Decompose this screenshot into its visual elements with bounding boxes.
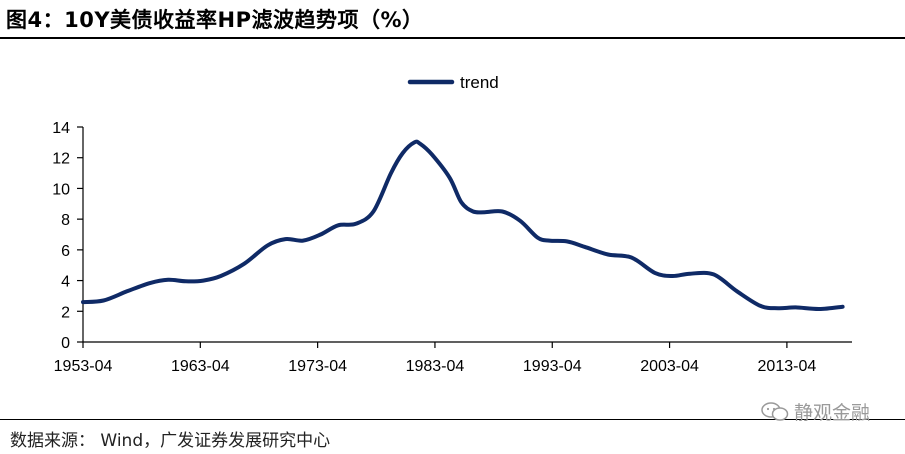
plot-area bbox=[81, 139, 845, 312]
series-line-trend bbox=[81, 139, 845, 312]
x-tick-label: 1983-04 bbox=[406, 358, 465, 375]
x-axis: 1953-04 1963-04 1973-04 1983-04 1993-04 2003-… bbox=[54, 341, 852, 375]
chart-title: 图4：10Y美债收益率HP滤波趋势项（%） bbox=[6, 8, 424, 32]
y-tick-label: 6 bbox=[61, 243, 70, 260]
y-tick-label: 10 bbox=[52, 181, 70, 198]
x-tick-label: 1993-04 bbox=[523, 358, 582, 375]
wechat-icon bbox=[761, 401, 789, 421]
y-tick-label: 2 bbox=[61, 304, 70, 321]
x-tick-label: 1963-04 bbox=[171, 358, 230, 375]
watermark: 静观金融 bbox=[760, 398, 870, 425]
y-tick-label: 14 bbox=[52, 120, 70, 137]
source-note: 数据来源： Wind，广发证券发展研究中心 bbox=[10, 431, 331, 451]
y-tick-label: 12 bbox=[52, 151, 70, 168]
x-tick-label: 2003-04 bbox=[640, 358, 699, 375]
y-axis: 0 2 4 6 8 10 12 14 bbox=[52, 120, 84, 352]
legend-label: trend bbox=[460, 73, 499, 92]
source-divider bbox=[0, 419, 905, 420]
legend: trend bbox=[407, 73, 499, 92]
title-divider bbox=[0, 37, 905, 39]
x-tick-label: 2013-04 bbox=[758, 358, 817, 375]
x-tick-label: 1953-04 bbox=[54, 358, 113, 375]
y-tick-label: 8 bbox=[61, 212, 70, 229]
y-tick-label: 0 bbox=[61, 335, 70, 352]
x-tick-label: 1973-04 bbox=[288, 358, 347, 375]
y-tick-label: 4 bbox=[61, 274, 70, 291]
watermark-text: 静观金融 bbox=[794, 402, 871, 424]
